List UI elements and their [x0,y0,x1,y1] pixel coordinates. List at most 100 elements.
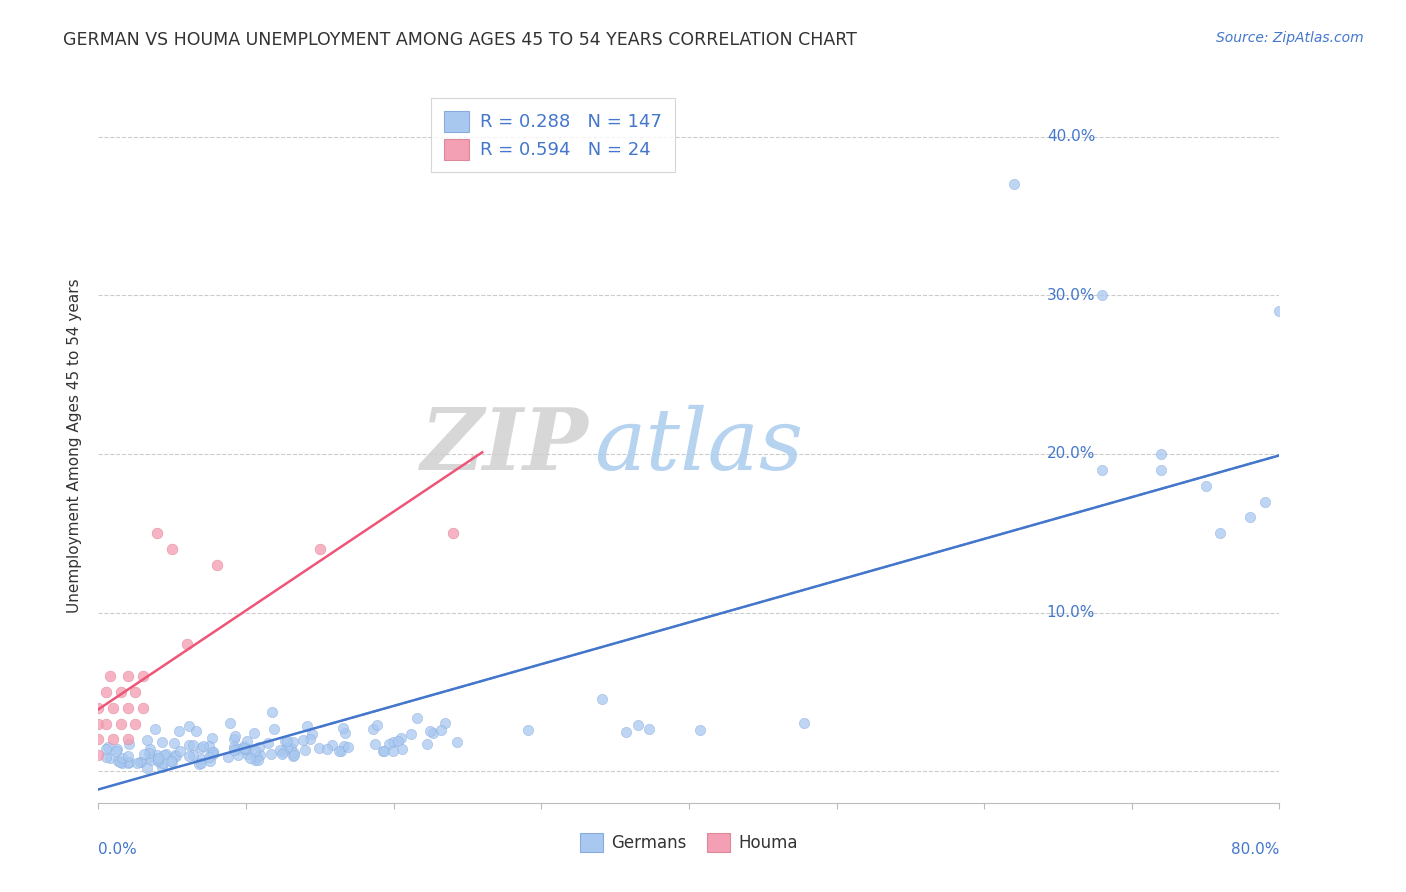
Point [419,724,441,739]
Text: atlas: atlas [595,405,804,487]
Point [260,747,283,761]
Point [336,740,359,755]
Point [165,749,187,764]
Point [441,526,464,541]
Point [132,669,155,683]
Point [146,526,169,541]
Point [87,748,110,763]
Point [162,736,184,750]
Point [1239,510,1261,524]
Point [138,746,160,760]
Point [190,741,212,756]
Point [294,743,316,757]
Point [276,740,298,755]
Point [167,724,190,739]
Point [226,742,249,756]
Point [218,716,240,731]
Point [179,738,201,752]
Point [125,756,148,770]
Point [263,722,285,736]
Point [1002,178,1025,192]
Point [124,716,146,731]
Point [202,747,225,761]
Point [224,743,246,757]
Point [117,732,139,747]
Point [176,637,198,651]
Point [188,756,211,771]
Point [111,756,134,770]
Point [87,700,110,714]
Point [391,742,413,756]
Point [273,734,295,748]
Point [247,739,270,754]
Point [434,716,457,731]
Point [298,731,321,746]
Point [249,748,271,763]
Point [243,726,266,740]
Point [139,750,162,764]
Point [232,740,254,755]
Point [283,746,305,760]
Point [387,734,409,748]
Point [146,753,169,767]
Point [201,745,224,759]
Point [271,747,294,761]
Point [94,685,117,699]
Point [373,744,395,758]
Point [316,742,339,756]
Point [202,745,225,759]
Point [405,711,427,725]
Point [117,737,139,751]
Point [224,739,246,754]
Point [243,744,266,758]
Point [198,754,221,768]
Point [152,756,174,770]
Legend: Germans, Houma: Germans, Houma [574,826,804,859]
Point [165,747,187,762]
Point [160,754,183,768]
Point [399,727,422,741]
Text: 80.0%: 80.0% [1232,842,1279,857]
Point [98,750,121,764]
Point [247,753,270,767]
Point [198,750,221,764]
Point [136,733,159,747]
Point [132,700,155,714]
Point [233,742,256,756]
Point [148,750,170,764]
Point [153,748,176,763]
Point [146,747,169,762]
Point [239,751,262,765]
Point [162,542,183,557]
Point [193,739,215,753]
Point [201,731,224,746]
Point [96,742,118,756]
Text: 30.0%: 30.0% [1047,288,1095,303]
Point [517,723,540,738]
Point [132,747,155,761]
Point [283,748,305,763]
Point [94,750,117,764]
Point [200,747,222,761]
Point [1195,478,1218,492]
Point [262,705,284,719]
Point [793,715,815,730]
Point [308,741,330,756]
Point [148,756,170,770]
Point [117,756,139,771]
Point [222,731,245,746]
Point [1091,288,1114,302]
Point [637,722,659,736]
Point [446,735,468,749]
Point [269,743,291,757]
Point [236,742,259,756]
Point [1268,304,1291,318]
Point [104,744,127,758]
Point [105,742,128,756]
Point [236,734,259,748]
Point [378,737,401,751]
Point [118,755,141,769]
Point [626,718,648,732]
Point [291,732,314,747]
Point [117,700,139,714]
